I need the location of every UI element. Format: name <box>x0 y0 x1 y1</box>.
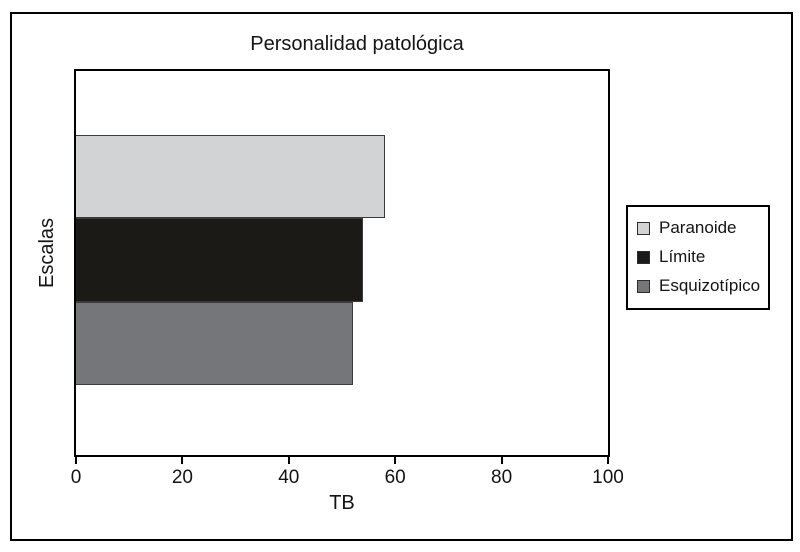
x-tick-label-20: 20 <box>171 467 193 488</box>
bar-limite <box>76 218 363 302</box>
legend-label: Esquizotípico <box>659 276 761 295</box>
x-tick-label-60: 60 <box>384 467 406 488</box>
x-tick-mark-0 <box>75 457 77 464</box>
plot-area <box>74 69 610 457</box>
x-tick-label-40: 40 <box>278 467 300 488</box>
x-tick-mark-20 <box>181 457 184 464</box>
legend-item-paranoide: Paranoide <box>637 217 764 239</box>
legend-box: Paranoide Límite Esquizotípico <box>626 205 770 310</box>
bar-esquizotipico <box>76 302 353 385</box>
legend-swatch-esquizotipico <box>637 279 650 293</box>
x-tick-label-80: 80 <box>491 467 513 488</box>
chart-title: Personalidad patológica <box>250 33 464 55</box>
x-tick-label-100: 100 <box>592 467 624 488</box>
legend-swatch-limite <box>637 250 650 264</box>
y-axis-label: Escalas <box>36 217 58 289</box>
x-axis-label: TB <box>329 492 355 514</box>
legend-item-esquizotipico: Esquizotípico <box>637 275 764 297</box>
x-tick-mark-80 <box>500 457 503 464</box>
x-tick-mark-60 <box>394 457 397 464</box>
x-tick-mark-40 <box>287 457 290 464</box>
x-tick-mark-100 <box>607 457 609 464</box>
legend-label: Paranoide <box>659 218 737 237</box>
x-axis-ticks: 0 20 40 60 80 100 <box>71 457 624 497</box>
bar-paranoide <box>76 135 385 218</box>
legend-label: Límite <box>659 247 706 266</box>
legend-item-limite: Límite <box>637 246 764 268</box>
legend-swatch-paranoide <box>637 221 650 235</box>
figure-frame: Personalidad patológica 0 20 40 60 80 100 TB … <box>10 12 793 541</box>
x-tick-label-0: 0 <box>70 467 82 488</box>
